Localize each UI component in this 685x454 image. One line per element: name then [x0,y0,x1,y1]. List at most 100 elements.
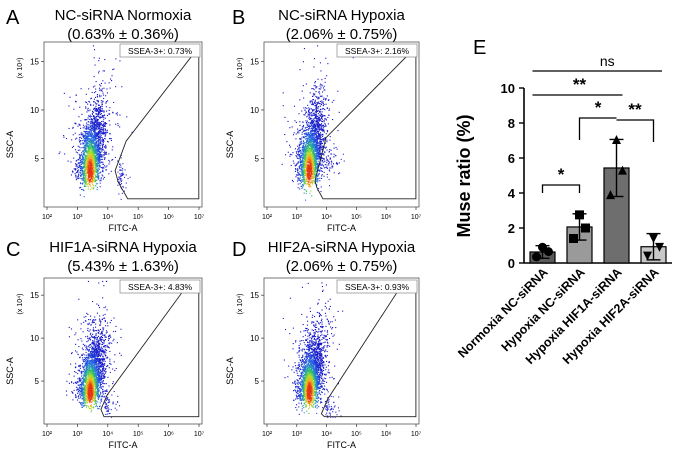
event-dot [91,163,93,165]
event-dot [312,103,314,105]
event-dot [83,172,85,174]
event-dot [318,142,320,144]
event-dot [91,127,93,129]
event-dot [105,102,107,104]
event-dot [91,368,93,370]
event-dot [313,127,315,129]
event-dot [312,121,314,123]
event-dot [105,153,107,155]
event-dot [63,135,65,137]
event-dot [308,184,310,186]
event-dot [92,163,94,165]
gated-event-dot [327,159,329,161]
event-dot [313,162,315,164]
event-dot [89,172,91,174]
event-dot [84,137,86,139]
event-dot [320,149,322,151]
event-dot [74,122,76,124]
event-dot [325,99,327,101]
event-dot [94,168,96,170]
event-dot [83,164,85,166]
event-dot [75,179,77,181]
event-dot [75,174,77,176]
event-dot [318,91,320,93]
event-dot [103,129,105,131]
event-dot [90,98,92,100]
event-dot [85,155,87,157]
event-dot [102,146,104,148]
event-dot [313,125,315,127]
event-dot [80,172,82,174]
event-dot [318,103,320,105]
event-dot [113,361,115,363]
x-tick-label: 10⁵ [351,214,362,221]
event-dot [95,136,97,138]
gated-event-dot [120,180,122,182]
event-dot [87,160,89,162]
event-dot [310,163,312,165]
event-dot [305,165,307,167]
event-dot [306,156,308,158]
event-dot [87,378,89,380]
event-dot [308,109,310,111]
event-dot [304,174,306,176]
event-dot [93,143,95,145]
event-dot [95,406,97,408]
event-dot [91,150,93,152]
event-dot [315,160,317,162]
event-dot [82,136,84,138]
event-dot [95,143,97,145]
event-dot [312,144,314,146]
event-dot [84,175,86,177]
event-dot [104,156,106,158]
event-dot [93,111,95,113]
event-dot [316,161,318,163]
event-dot [98,167,100,169]
event-dot [95,125,97,127]
event-dot [92,161,94,163]
event-dot [94,154,96,156]
event-dot [297,150,299,152]
event-dot [99,180,101,182]
event-dot [316,108,318,110]
event-dot [303,114,305,116]
event-dot [95,158,97,160]
event-dot [306,149,308,151]
event-dot [98,87,100,89]
event-dot [94,126,96,128]
event-dot [117,125,119,127]
event-dot [96,122,98,124]
event-dot [99,157,101,159]
event-dot [308,178,310,180]
event-dot [298,132,300,134]
event-dot [309,172,311,174]
event-dot [328,163,330,165]
event-dot [295,176,297,178]
event-dot [87,121,89,123]
event-dot [85,131,87,133]
event-dot [308,167,310,169]
event-dot [302,145,304,147]
event-dot [308,170,310,172]
event-dot [300,161,302,163]
event-dot [102,343,104,345]
gated-event-dot [119,176,121,178]
event-dot [321,148,323,150]
event-dot [305,144,307,146]
event-dot [86,111,88,113]
event-dot [97,134,99,136]
event-dot [313,118,315,120]
event-dot [97,144,99,146]
event-dot [307,153,309,155]
event-dot [318,173,320,175]
event-dot [97,164,99,166]
event-dot [302,163,304,165]
event-dot [320,115,322,117]
gated-event-dot [120,184,122,186]
event-dot [312,146,314,148]
event-dot [309,156,311,158]
event-dot [314,113,316,115]
event-dot [84,161,86,163]
event-dot [298,154,300,156]
event-dot [315,109,317,111]
